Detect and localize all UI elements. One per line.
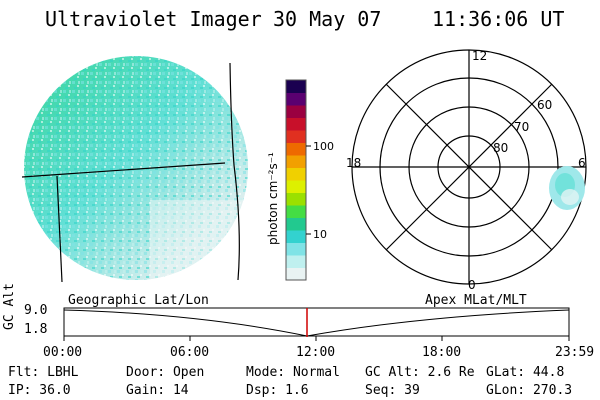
time-tick-0600: 06:00 bbox=[170, 345, 210, 360]
instrument-title: Ultraviolet Imager bbox=[45, 7, 262, 31]
glat-status: GLat: 44.8 bbox=[486, 365, 565, 380]
colorbar-segment bbox=[286, 130, 306, 143]
gc-alt-tick-high: 9.0 bbox=[24, 303, 48, 318]
gc-alt-axis-title: GC Alt bbox=[2, 283, 17, 330]
colorbar-segment bbox=[286, 180, 306, 193]
geographic-grid-line bbox=[56, 175, 63, 283]
geographic-grid-line bbox=[21, 162, 226, 178]
observation-date: 30 May 07 bbox=[273, 7, 382, 31]
time-tick-2359: 23:59 bbox=[555, 345, 595, 360]
timeline-ticks bbox=[63, 336, 570, 341]
polar-auroral-patch bbox=[549, 166, 585, 210]
colorbar-segment bbox=[286, 105, 306, 118]
polar-mlat-80: 80 bbox=[493, 141, 508, 155]
polar-mlt-0: 0 bbox=[468, 278, 476, 292]
observation-time: 11:36:06 UT bbox=[432, 7, 565, 31]
colorbar-segment bbox=[286, 167, 306, 181]
time-tick-1200: 12:00 bbox=[296, 345, 336, 360]
polar-mlt-18: 18 bbox=[346, 156, 361, 170]
geographic-grid bbox=[21, 62, 240, 283]
dsp-status: Dsp: 1.6 bbox=[246, 383, 309, 398]
polar-mlt-12: 12 bbox=[472, 49, 487, 63]
colorbar-segment bbox=[286, 267, 306, 281]
polar-mlat-60: 60 bbox=[537, 98, 552, 112]
geographic-grid-line bbox=[229, 62, 240, 281]
colorbar-segment bbox=[286, 217, 306, 231]
polar-mlt-6: 6 bbox=[578, 156, 586, 170]
colorbar-segment bbox=[286, 192, 306, 206]
colorbar-segment bbox=[286, 205, 306, 218]
ip-status: IP: 36.0 bbox=[8, 383, 71, 398]
gc-alt-status: GC Alt: 2.6 Re bbox=[365, 365, 475, 380]
colorbar-label-10: 10 bbox=[313, 228, 327, 241]
colorbar-segment bbox=[286, 155, 306, 168]
filter-status: Flt: LBHL bbox=[8, 365, 79, 380]
seq-status: Seq: 39 bbox=[365, 383, 420, 398]
altitude-timeline-frame bbox=[63, 307, 570, 337]
colorbar-segment bbox=[286, 80, 306, 93]
polar-mlat-70: 70 bbox=[514, 120, 529, 134]
glon-status: GLon: 270.3 bbox=[486, 383, 573, 398]
colorbar-label-100: 100 bbox=[313, 140, 334, 153]
colorbar-unit-label: photon cm⁻²s⁻¹ bbox=[266, 152, 280, 245]
time-tick-1800: 18:00 bbox=[422, 345, 462, 360]
colorbar-segment bbox=[286, 142, 306, 156]
colorbar bbox=[286, 80, 306, 281]
colorbar-segment bbox=[286, 92, 306, 106]
colorbar-frame bbox=[285, 79, 307, 281]
gain-status: Gain: 14 bbox=[126, 383, 189, 398]
door-status: Door: Open bbox=[126, 365, 205, 380]
mode-status: Mode: Normal bbox=[246, 365, 340, 380]
earth-uv-image bbox=[24, 56, 248, 280]
apex-mlat-mlt-label: Apex MLat/MLT bbox=[425, 293, 527, 308]
colorbar-segment bbox=[286, 117, 306, 131]
time-tick-0000: 00:00 bbox=[43, 345, 83, 360]
polar-mlt-spoke bbox=[385, 83, 553, 251]
polar-grid bbox=[351, 49, 587, 285]
colorbar-segment bbox=[286, 230, 306, 243]
gc-alt-tick-low: 1.8 bbox=[24, 322, 48, 337]
colorbar-segment bbox=[286, 255, 306, 268]
geographic-lat-lon-label: Geographic Lat/Lon bbox=[68, 293, 209, 308]
colorbar-segment bbox=[286, 242, 306, 256]
